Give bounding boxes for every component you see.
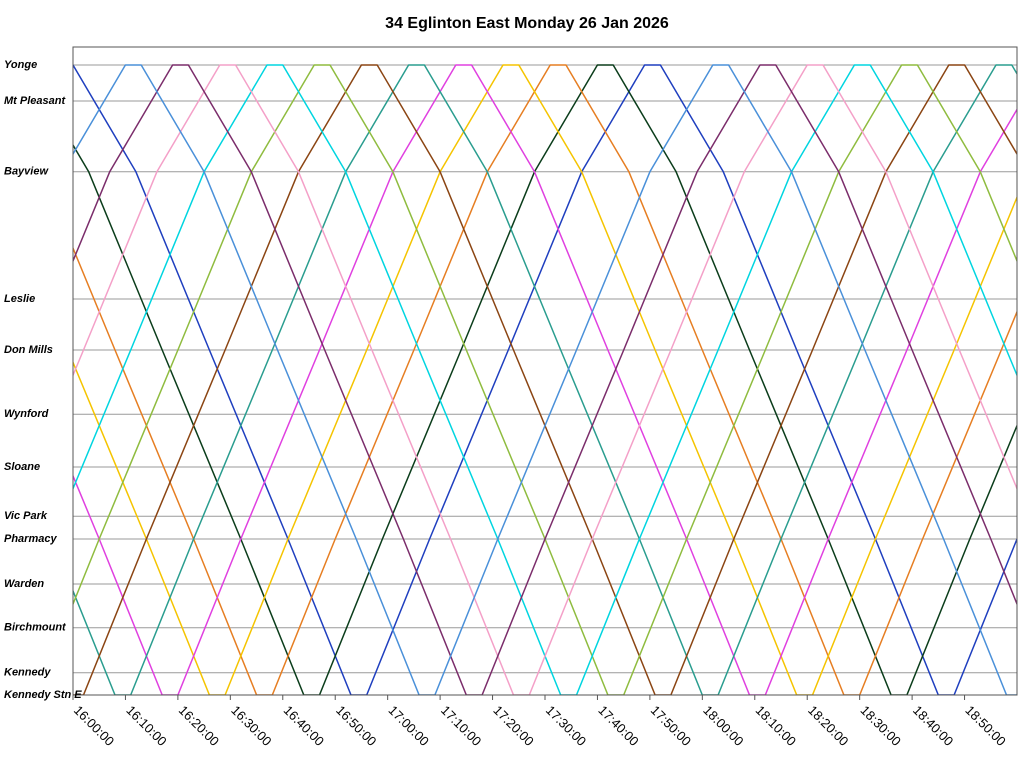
y-tick-label: Pharmacy bbox=[4, 533, 57, 545]
y-tick-label: Kennedy Stn E bbox=[4, 689, 82, 701]
chart-title: 34 Eglinton East Monday 26 Jan 2026 bbox=[385, 15, 669, 32]
vehicle-line bbox=[73, 64, 1017, 695]
vehicle-line bbox=[73, 64, 1017, 695]
vehicle-line bbox=[73, 64, 1017, 695]
vehicle-line bbox=[73, 64, 1017, 695]
y-tick-label: Warden bbox=[4, 578, 44, 590]
vehicle-line bbox=[73, 64, 1017, 695]
y-tick-label: Leslie bbox=[4, 293, 35, 305]
y-tick-label: Wynford bbox=[4, 408, 49, 420]
vehicle-line bbox=[73, 64, 1017, 695]
vehicle-line bbox=[73, 64, 1017, 695]
series-lines bbox=[73, 64, 1017, 695]
y-tick-label: Birchmount bbox=[4, 622, 67, 634]
y-tick-label: Yonge bbox=[4, 59, 37, 71]
y-tick-label: Kennedy bbox=[4, 667, 51, 679]
vehicle-line bbox=[73, 64, 1017, 695]
y-tick-label: Bayview bbox=[4, 166, 49, 178]
vehicle-line bbox=[73, 64, 1017, 695]
plot-frame bbox=[72, 46, 1018, 696]
y-tick-label: Don Mills bbox=[4, 344, 53, 356]
vehicle-line bbox=[73, 64, 1017, 695]
y-tick-label: Mt Pleasant bbox=[4, 95, 66, 107]
y-tick-label: Sloane bbox=[4, 461, 40, 473]
y-tick-label: Vic Park bbox=[4, 510, 48, 522]
